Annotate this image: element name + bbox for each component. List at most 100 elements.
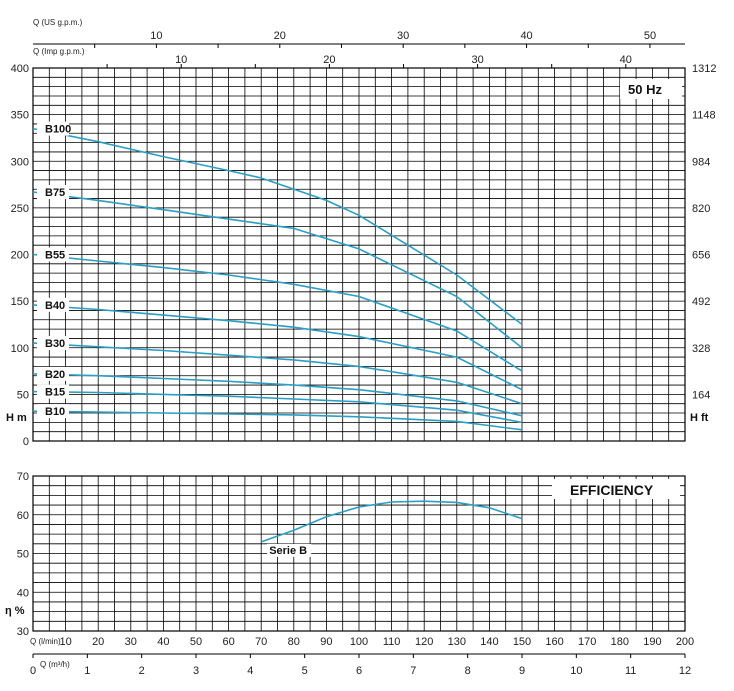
m3h-tick-label: 12 [679,665,691,677]
head-ytick-label: 250 [11,203,29,215]
curve-b40 [32,304,523,391]
head-ytick-right-label: 492 [692,296,710,308]
head-ytick-right-label: 328 [692,343,710,355]
lmin-tick-label: 20 [92,636,104,648]
head-ytick-right-label: 164 [692,389,710,401]
curve-label-bg [37,247,69,262]
efficiency-curve-label: Serie B [269,545,307,557]
lmin-tick-label: 120 [415,636,433,648]
curve-label-bg [37,366,69,381]
curve-label-bg [37,384,69,399]
curve-label-b75: B75 [45,187,65,199]
head-ytick-label: 200 [11,250,29,262]
curve-b10 [32,410,523,431]
head-ytick-label: 100 [11,343,29,355]
curve-b75 [32,191,523,349]
us-gpm-tick-label: 10 [150,30,162,42]
lmin-tick-label: 100 [350,636,368,648]
imp-gpm-tick-label: 30 [471,54,483,66]
imp-gpm-tick-label: 10 [175,54,187,66]
head-ytick-label: 350 [11,110,29,122]
head-curves: B100 B75 B55 B40 B30 B20 B15 B10 [32,121,523,431]
q-m3h-label: Q (m³/h) [40,660,70,669]
lmin-tick-label: 70 [255,636,267,648]
m3h-tick-label: 2 [139,665,145,677]
lmin-tick-label: 30 [125,636,137,648]
imp-gpm-axis-label: Q (Imp g.p.m.) [33,47,85,56]
m3h-tick-label: 9 [519,665,525,677]
lmin-tick-label: 60 [222,636,234,648]
curve-label-b40: B40 [45,300,65,312]
head-ytick-label: 50 [17,389,29,401]
m3h-tick-label: 1 [84,665,90,677]
h-ft-label: H ft [690,412,709,424]
efficiency-curve-label-bg [267,543,312,557]
curve-label-b55: B55 [45,250,65,262]
lmin-tick-label: 200 [676,636,694,648]
m3h-tick-label: 11 [625,665,636,677]
lmin-tick-label: 10 [59,636,71,648]
curve-b30 [32,342,523,405]
freq-label-box [620,79,682,99]
top-axes-ticks: 10 20 30 40 50 10 20 30 40 [33,30,685,68]
lmin-tick-label: 170 [578,636,596,648]
efficiency-ytick-label: 30 [17,626,29,638]
head-ytick-right-label: 656 [692,250,710,262]
lmin-tick-label: 160 [545,636,563,648]
efficiency-ytick-label: 50 [17,549,29,561]
curve-b55 [32,253,523,372]
curve-label-b20: B20 [45,369,65,381]
curve-label-bg [37,121,69,136]
lmin-tick-label: 50 [190,636,202,648]
lmin-tick-label: 180 [611,636,629,648]
lmin-tick-label: 140 [480,636,498,648]
imp-gpm-tick-label: 40 [620,54,632,66]
head-ytick-right-label: 984 [692,156,710,168]
q-lmin-label: Q (l/min) [30,637,61,646]
m3h-tick-label: 4 [247,665,253,677]
head-ytick-label: 0 [23,436,29,448]
us-gpm-tick-label: 20 [274,30,286,42]
head-ytick-right-label: 1148 [692,110,716,122]
curve-label-bg [37,404,69,419]
m3h-tick-label: 0 [30,665,36,677]
m3h-tick-label: 8 [465,665,471,677]
head-ytick-right-label: 1312 [692,63,716,75]
curve-b100 [32,127,523,326]
freq-label: 50 Hz [628,82,662,97]
m3h-tick-label: 6 [356,665,362,677]
m3h-tick-label: 3 [193,665,199,677]
curve-label-bg [37,185,69,200]
efficiency-ytick-label: 60 [17,510,29,522]
curve-b20 [32,373,523,417]
curve-label-b100: B100 [45,124,71,136]
head-ytick-label: 150 [11,296,29,308]
curve-label-b30: B30 [45,338,65,350]
lmin-tick-label: 90 [320,636,332,648]
head-axis-labels: 0 50 100 150 200 250 300 350 400 164 328 492 656 820 9… [11,63,717,448]
m3h-tick-label: 7 [410,665,416,677]
h-m-label: H m [6,412,27,424]
curve-label-b10: B10 [45,406,65,418]
curve-label-bg [37,336,69,351]
efficiency-ytick-label: 40 [17,587,29,599]
efficiency-curve [260,500,523,543]
head-chart-grid [32,67,686,442]
efficiency-chart-grid [32,475,686,632]
us-gpm-axis-label: Q (US g.p.m.) [33,18,83,27]
curve-label-b15: B15 [45,387,65,399]
lmin-tick-label: 80 [288,636,300,648]
head-ytick-label: 300 [11,156,29,168]
us-gpm-tick-label: 40 [520,30,532,42]
imp-gpm-tick-label: 20 [323,54,335,66]
efficiency-title: EFFICIENCY [570,482,654,498]
lmin-tick-label: 110 [383,636,401,648]
head-ytick-right-label: 820 [692,203,710,215]
efficiency-title-box [552,479,680,499]
lmin-tick-label: 150 [513,636,531,648]
curve-b15 [32,390,523,424]
m3h-tick-label: 10 [570,665,582,677]
efficiency-ytick-label: 70 [17,471,29,483]
